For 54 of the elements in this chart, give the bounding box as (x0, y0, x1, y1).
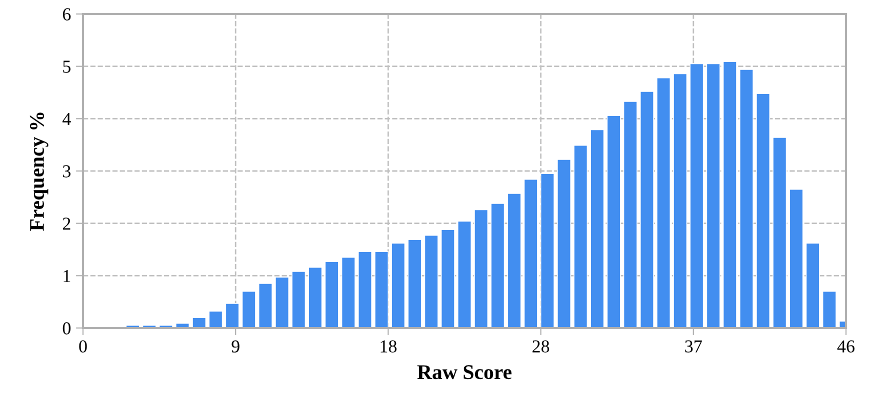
bar (507, 193, 522, 328)
bar (690, 63, 704, 328)
bar (292, 271, 306, 328)
bar (440, 229, 455, 328)
y-tick-label: 1 (64, 270, 70, 282)
bar (258, 283, 273, 328)
bar (739, 69, 754, 328)
bar (590, 129, 604, 328)
bar (358, 251, 372, 328)
bar (374, 251, 389, 328)
x-tick-label: 0 (79, 340, 87, 353)
bar (524, 178, 538, 328)
bar (606, 115, 621, 328)
bar (391, 242, 406, 328)
bar (408, 239, 422, 328)
x-tick-label: 9 (232, 340, 240, 353)
y-tick-label: 4 (62, 113, 71, 125)
bar (756, 93, 770, 328)
y-tick-label: 0 (62, 322, 71, 334)
x-tick-label: 37 (685, 340, 702, 353)
bar (308, 266, 322, 328)
y-axis-title: Frequency % (30, 112, 48, 231)
bar (274, 276, 290, 328)
bar (424, 234, 438, 328)
bar (772, 137, 787, 328)
bar (673, 73, 688, 328)
bar (574, 144, 588, 328)
x-tick-label: 28 (532, 340, 550, 353)
bar (474, 209, 488, 328)
bar (623, 100, 638, 328)
bar (789, 188, 804, 328)
bar (208, 310, 223, 328)
bar (324, 261, 339, 328)
bar (822, 290, 836, 328)
bar (457, 220, 472, 328)
x-tick-label: 18 (380, 340, 397, 353)
bar (490, 203, 505, 328)
y-tick-label: 6 (62, 8, 71, 20)
bar (556, 159, 572, 328)
x-axis-title: Raw Score (417, 365, 512, 380)
bar (341, 256, 356, 328)
bar (722, 61, 737, 328)
bar (242, 290, 256, 328)
bar (806, 242, 820, 328)
bar (656, 77, 671, 328)
bar (192, 317, 206, 328)
x-tick-label: 46 (837, 340, 854, 353)
y-tick-label: 5 (63, 60, 70, 73)
bar (540, 173, 554, 328)
y-tick-label: 2 (62, 218, 70, 230)
bar (640, 91, 654, 328)
y-tick-label: 3 (63, 165, 70, 178)
bar (225, 302, 240, 328)
bar (706, 63, 720, 328)
